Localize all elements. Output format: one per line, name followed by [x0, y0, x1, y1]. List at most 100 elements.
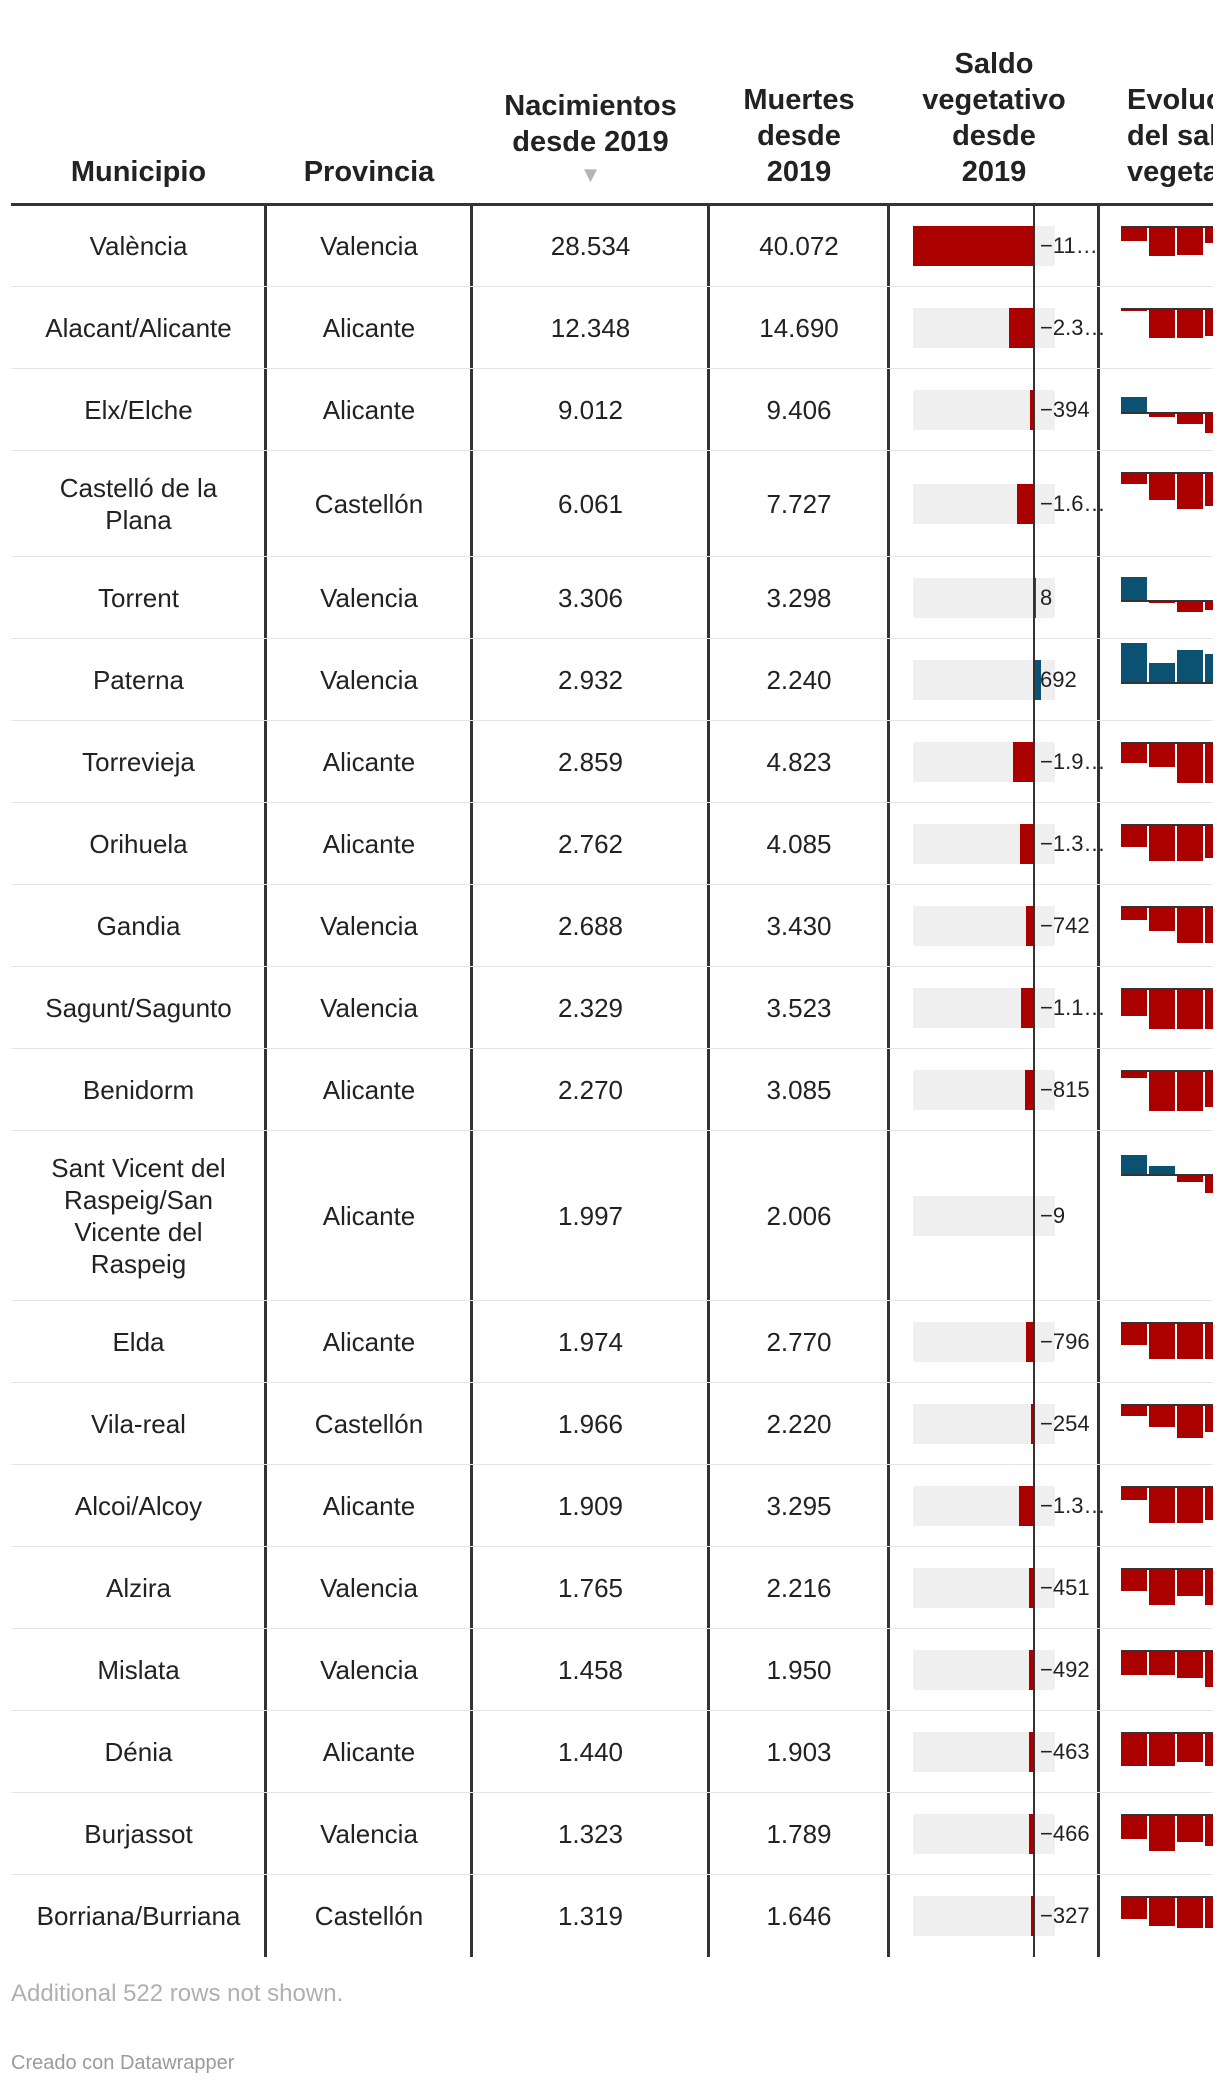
- cell-nacimientos: 1.440: [472, 1711, 709, 1793]
- row-divider: [11, 1130, 1213, 1131]
- cell-provincia-text: Valencia: [320, 1819, 418, 1849]
- column-header-muertes[interactable]: Muertes desde 2019: [709, 40, 889, 190]
- cell-provincia: Alicante: [266, 1711, 472, 1793]
- cell-provincia-text: Castellón: [314, 1901, 424, 1931]
- evolution-bar: [1121, 1733, 1147, 1767]
- saldo-value-label: −492: [1040, 1657, 1090, 1682]
- column-header-line: desde: [757, 120, 841, 152]
- cell-nacimientos-text: 2.270: [557, 1075, 624, 1105]
- evolution-bar: [1177, 1651, 1203, 1678]
- evolution-baseline: [1121, 1486, 1213, 1488]
- column-header-line: 2019: [961, 156, 1027, 188]
- evolution-bar: [1177, 907, 1203, 943]
- row-divider: [11, 966, 1213, 967]
- cell-nacimientos: 1.319: [472, 1875, 709, 1957]
- cell-muertes: 2.240: [709, 639, 889, 721]
- evolution-bar: [1205, 1323, 1213, 1359]
- cell-provincia-text: Valencia: [320, 1655, 418, 1685]
- cell-municipio: Vila-real: [11, 1383, 266, 1465]
- cell-nacimientos: 2.932: [472, 639, 709, 721]
- evolution-bar: [1121, 907, 1147, 921]
- cell-nacimientos-text: 2.762: [557, 829, 624, 859]
- saldo-bar-background: [913, 1404, 1055, 1444]
- evolution-baseline: [1121, 824, 1213, 826]
- evolution-bar: [1149, 1569, 1175, 1605]
- cell-provincia: Valencia: [266, 1793, 472, 1875]
- evolution-baseline: [1121, 226, 1213, 228]
- cell-municipio-text: Alcoi/Alcoy: [74, 1491, 203, 1521]
- cell-muertes-text: 1.903: [766, 1737, 832, 1767]
- cell-municipio: Orihuela: [11, 803, 266, 885]
- evolution-bar: [1205, 1487, 1213, 1521]
- cell-nacimientos: 1.909: [472, 1465, 709, 1547]
- saldo-bar: [913, 226, 1035, 266]
- cell-provincia: Alicante: [266, 1131, 472, 1301]
- row-divider: [11, 368, 1213, 369]
- saldo-value-label: −463: [1040, 1739, 1090, 1764]
- cell-muertes: 4.085: [709, 803, 889, 885]
- cell-provincia: Alicante: [266, 287, 472, 369]
- cell-muertes: 3.298: [709, 557, 889, 639]
- column-header-line: Muertes: [743, 84, 855, 116]
- saldo-bar: [1026, 906, 1035, 946]
- cell-municipio-text: Castelló de la Plana: [59, 473, 218, 535]
- saldo-value-label: 8: [1040, 585, 1053, 610]
- cell-nacimientos-text: 1.323: [557, 1819, 624, 1849]
- column-header-nacimientos[interactable]: Nacimientos desde 2019 ▼: [472, 40, 709, 190]
- row-divider: [11, 884, 1213, 885]
- cell-muertes-text: 3.085: [766, 1075, 832, 1105]
- evolution-bar: [1121, 397, 1147, 413]
- cell-muertes: 7.727: [709, 451, 889, 557]
- evolution-bar: [1177, 989, 1203, 1029]
- row-divider: [11, 802, 1213, 803]
- evolution-baseline: [1121, 1650, 1213, 1652]
- row-divider: [11, 1792, 1213, 1793]
- cell-provincia-text: Alicante: [322, 1737, 416, 1767]
- cell-nacimientos-text: 1.458: [557, 1655, 624, 1685]
- cell-provincia: Valencia: [266, 885, 472, 967]
- evolution-baseline: [1121, 906, 1213, 908]
- cell-nacimientos: 3.306: [472, 557, 709, 639]
- evolution-bar: [1149, 743, 1175, 768]
- cell-nacimientos: 2.688: [472, 885, 709, 967]
- column-divider: [264, 205, 267, 1957]
- evolution-bar: [1177, 1487, 1203, 1523]
- evolution-bar: [1205, 601, 1213, 610]
- saldo-value-label: −451: [1040, 1575, 1090, 1600]
- evolution-bar: [1205, 1733, 1213, 1767]
- column-header-evolucion[interactable]: Evoluc del sal vegeta: [1099, 40, 1213, 190]
- saldo-zero-axis: [1033, 205, 1036, 1957]
- saldo-bar: [1031, 1404, 1034, 1444]
- cell-municipio: Alacant/Alicante: [11, 287, 266, 369]
- column-header-line: Nacimientos: [504, 90, 677, 122]
- sort-descending-icon[interactable]: ▼: [579, 162, 602, 187]
- cell-muertes-text: 2.220: [766, 1409, 832, 1439]
- evolution-baseline: [1121, 600, 1213, 602]
- cell-muertes: 2.220: [709, 1383, 889, 1465]
- cell-municipio: Castelló de la Plana: [11, 451, 266, 557]
- evolution-bar: [1121, 576, 1147, 601]
- cell-nacimientos: 2.859: [472, 721, 709, 803]
- cell-municipio-text: Orihuela: [89, 829, 188, 859]
- cell-nacimientos: 2.762: [472, 803, 709, 885]
- column-header-line: Municipio: [70, 156, 207, 188]
- evolution-bar: [1121, 1815, 1147, 1840]
- column-header-line: Provincia: [303, 156, 435, 188]
- cell-provincia: Valencia: [266, 205, 472, 287]
- saldo-value-label: 692: [1040, 667, 1077, 692]
- cell-muertes-text: 7.727: [766, 489, 832, 519]
- cell-muertes: 2.006: [709, 1131, 889, 1301]
- column-header-line: Evoluc: [1127, 84, 1213, 116]
- evolution-bar: [1121, 1897, 1147, 1920]
- column-header-municipio[interactable]: Municipio: [11, 40, 266, 190]
- cell-muertes-text: 2.240: [766, 665, 832, 695]
- credit-link[interactable]: Creado con Datawrapper: [11, 2052, 235, 2074]
- cell-provincia: Castellón: [266, 1383, 472, 1465]
- evolution-bar: [1121, 1323, 1147, 1346]
- cell-municipio: Burjassot: [11, 1793, 266, 1875]
- cell-provincia: Valencia: [266, 1629, 472, 1711]
- cell-muertes: 3.523: [709, 967, 889, 1049]
- cell-muertes: 1.789: [709, 1793, 889, 1875]
- column-header-saldo[interactable]: Saldo vegetativo desde 2019: [889, 40, 1099, 190]
- column-header-provincia[interactable]: Provincia: [266, 40, 472, 190]
